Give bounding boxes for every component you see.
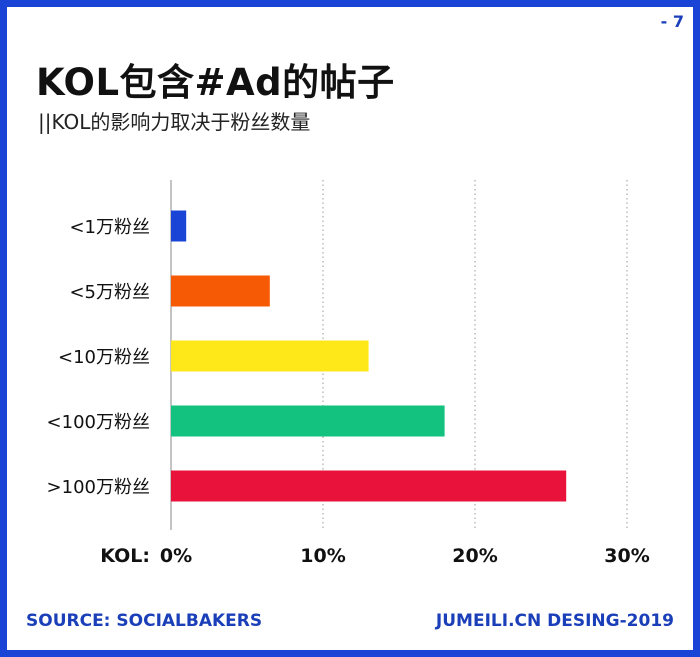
x-tick-label-0: 0% <box>160 545 192 567</box>
x-axis-prefix: KOL: <box>100 545 150 567</box>
x-tick-label-20: 20% <box>452 545 497 567</box>
bar-4 <box>171 470 567 502</box>
x-tick-label-30: 30% <box>604 545 649 567</box>
chart-title: KOL包含#Ad的帖子 <box>36 61 395 104</box>
bar-1 <box>171 275 270 307</box>
category-label-4: >100万粉丝 <box>47 477 150 498</box>
category-label-0: <1万粉丝 <box>69 217 150 238</box>
category-label-3: <100万粉丝 <box>47 412 150 433</box>
chart-subtitle: ||KOL的影响力取决于粉丝数量 <box>38 110 311 134</box>
bar-0 <box>171 210 187 242</box>
x-tick-labels: 0% 10% 20% 30% <box>160 545 650 567</box>
bar-3 <box>171 405 445 437</box>
category-label-1: <5万粉丝 <box>69 282 150 303</box>
bars <box>171 210 567 502</box>
category-label-2: <10万粉丝 <box>58 347 150 368</box>
brand-label: JUMEILI.CN DESING-2019 <box>435 611 674 631</box>
page-number: - 7 <box>660 12 684 31</box>
x-tick-label-10: 10% <box>300 545 345 567</box>
source-label: SOURCE: SOCIALBAKERS <box>26 611 263 631</box>
bar-2 <box>171 340 369 372</box>
category-labels: <1万粉丝 <5万粉丝 <10万粉丝 <100万粉丝 >100万粉丝 <box>47 217 150 498</box>
